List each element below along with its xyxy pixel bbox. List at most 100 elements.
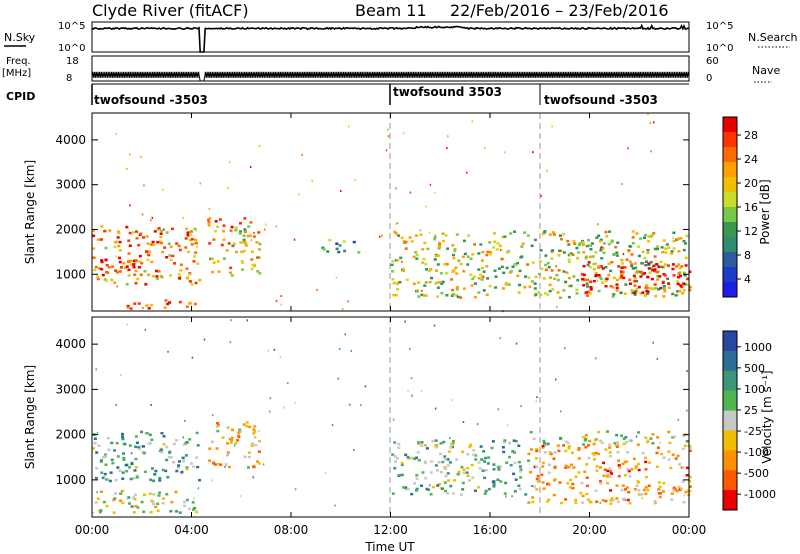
scatter-cell bbox=[566, 482, 570, 485]
scatter-cell bbox=[504, 151, 506, 154]
scatter-cell bbox=[641, 451, 645, 455]
scatter-cell bbox=[203, 338, 206, 341]
scatter-cell bbox=[562, 270, 566, 273]
scatter-cell bbox=[531, 500, 535, 504]
scatter-cell bbox=[586, 278, 590, 282]
scatter-cell bbox=[603, 468, 607, 471]
scatter-cell bbox=[107, 448, 111, 452]
scatter-cell bbox=[92, 247, 96, 250]
scatter-cell bbox=[186, 250, 190, 254]
scatter-cell bbox=[617, 464, 621, 467]
scatter-cell bbox=[165, 445, 169, 449]
scatter-cell bbox=[566, 239, 570, 243]
scatter-cell bbox=[582, 264, 586, 268]
scatter-cell bbox=[633, 293, 637, 296]
scatter-cell bbox=[391, 277, 395, 281]
scatter-cell bbox=[546, 261, 550, 265]
scatter-cell bbox=[523, 231, 527, 234]
scatter-cell bbox=[612, 293, 616, 296]
scatter-cell bbox=[586, 498, 590, 502]
scatter-cell bbox=[676, 282, 680, 286]
scatter-cell bbox=[667, 282, 671, 285]
scatter-cell bbox=[533, 282, 537, 285]
scatter-cell bbox=[569, 252, 573, 255]
scatter-cell bbox=[598, 479, 602, 483]
scatter-cell bbox=[194, 251, 198, 254]
scatter-cell bbox=[448, 461, 452, 464]
scatter-cell bbox=[631, 230, 635, 233]
scatter-cell bbox=[649, 437, 653, 440]
scatter-cell bbox=[144, 283, 148, 286]
scatter-cell bbox=[649, 260, 653, 264]
scatter-cell bbox=[641, 250, 645, 254]
scatter-cell bbox=[156, 509, 160, 512]
scatter-cell bbox=[572, 275, 576, 278]
scatter-cell bbox=[569, 463, 573, 467]
scatter-cell bbox=[626, 498, 630, 502]
scatter-cell bbox=[652, 121, 655, 124]
scatter-cell bbox=[586, 292, 589, 295]
scatter-cell bbox=[634, 266, 638, 270]
scatter-cell bbox=[557, 254, 561, 257]
scatter-cell bbox=[252, 465, 256, 468]
scatter-cell bbox=[166, 302, 170, 306]
scatter-cell bbox=[653, 247, 657, 251]
scatter-cell bbox=[644, 460, 648, 464]
scatter-cell bbox=[628, 282, 632, 285]
scatter-cell bbox=[406, 487, 410, 491]
scatter-cell bbox=[436, 295, 440, 298]
scatter-cell bbox=[121, 437, 125, 441]
range-tick-label: 4000 bbox=[55, 133, 86, 147]
scatter-cell bbox=[434, 254, 438, 258]
scatter-cell bbox=[615, 251, 619, 254]
scatter-cell bbox=[677, 263, 681, 266]
scatter-cell bbox=[456, 295, 460, 299]
scatter-cell bbox=[618, 466, 622, 469]
scatter-cell bbox=[397, 234, 401, 237]
scatter-cell bbox=[574, 475, 578, 478]
scatter-cell bbox=[438, 245, 442, 248]
scatter-cell bbox=[627, 147, 629, 150]
scatter-cell bbox=[112, 498, 116, 502]
scatter-cell bbox=[120, 489, 124, 493]
scatter-cell bbox=[656, 357, 659, 360]
scatter-cell bbox=[352, 240, 356, 244]
scatter-cell bbox=[544, 268, 548, 272]
scatter-cell bbox=[156, 502, 160, 506]
scatter-cell bbox=[139, 232, 143, 235]
scatter-cell bbox=[450, 278, 454, 281]
scatter-cell bbox=[635, 287, 639, 291]
scatter-cell bbox=[135, 259, 139, 263]
scatter-cell bbox=[147, 442, 151, 445]
scatter-cell bbox=[195, 431, 199, 435]
scatter-cell bbox=[479, 243, 483, 246]
scatter-cell bbox=[195, 456, 199, 459]
scatter-cell bbox=[343, 249, 347, 253]
scatter-cell bbox=[431, 485, 435, 489]
scatter-cell bbox=[470, 463, 474, 467]
scatter-cell bbox=[497, 267, 501, 270]
scatter-cell bbox=[608, 443, 612, 447]
scatter-cell bbox=[466, 234, 470, 237]
scatter-cell bbox=[256, 270, 260, 273]
scatter-cell bbox=[132, 511, 136, 514]
scatter-cell bbox=[547, 483, 551, 486]
scatter-cell bbox=[589, 500, 593, 504]
scatter-cell bbox=[661, 250, 665, 254]
scatter-cell bbox=[680, 466, 684, 469]
scatter-cell bbox=[683, 274, 687, 277]
scatter-cell bbox=[221, 230, 225, 233]
scatter-cell bbox=[623, 488, 627, 491]
scatter-cell bbox=[549, 276, 553, 279]
freq-tick-top: 18 bbox=[66, 56, 79, 67]
scatter-cell bbox=[576, 278, 580, 282]
scatter-cell bbox=[100, 471, 104, 474]
scatter-cell bbox=[539, 249, 543, 252]
scatter-cell bbox=[628, 475, 632, 478]
scatter-cell bbox=[207, 224, 211, 227]
scatter-cell bbox=[536, 474, 540, 478]
scatter-cell bbox=[685, 466, 689, 470]
scatter-cell bbox=[459, 493, 463, 496]
scatter-cell bbox=[435, 445, 439, 449]
scatter-cell bbox=[144, 328, 147, 331]
